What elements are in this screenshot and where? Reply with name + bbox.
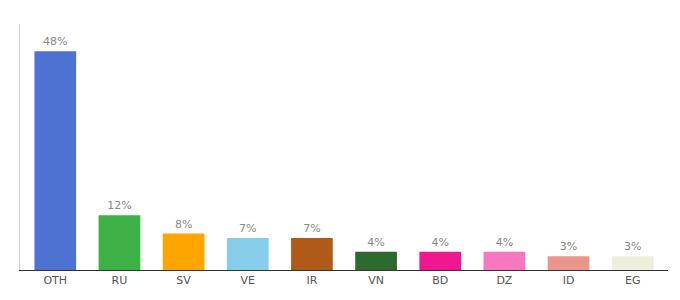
- svg-text:4%: 4%: [432, 236, 449, 249]
- svg-text:3%: 3%: [560, 240, 577, 253]
- svg-text:DZ: DZ: [496, 274, 512, 287]
- svg-text:3%: 3%: [624, 240, 641, 253]
- svg-text:EG: EG: [625, 274, 640, 287]
- svg-text:BD: BD: [432, 274, 448, 287]
- svg-text:IR: IR: [306, 274, 317, 287]
- svg-text:8%: 8%: [175, 218, 192, 231]
- svg-text:4%: 4%: [496, 236, 513, 249]
- svg-text:VE: VE: [241, 274, 256, 287]
- svg-text:12%: 12%: [107, 199, 131, 212]
- svg-text:48%: 48%: [43, 35, 67, 48]
- svg-text:ID: ID: [563, 274, 575, 287]
- svg-text:7%: 7%: [239, 222, 256, 235]
- svg-text:VN: VN: [368, 274, 384, 287]
- svg-text:7%: 7%: [303, 222, 320, 235]
- svg-text:4%: 4%: [367, 236, 384, 249]
- svg-text:RU: RU: [112, 274, 128, 287]
- svg-text:SV: SV: [176, 274, 191, 287]
- svg-text:OTH: OTH: [43, 274, 67, 287]
